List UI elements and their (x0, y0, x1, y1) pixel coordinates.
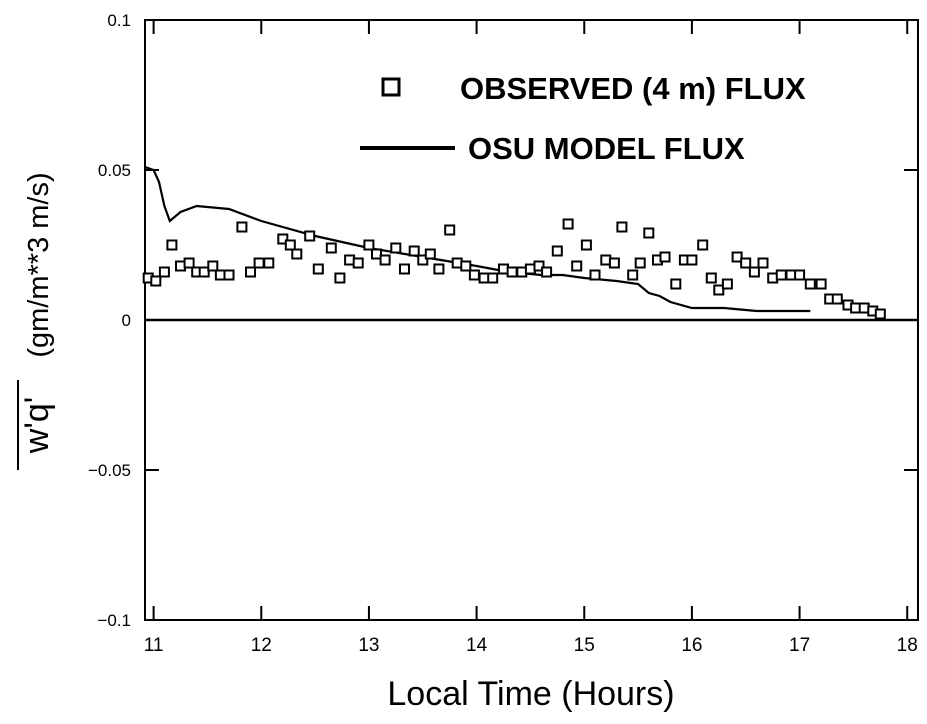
y-tick-label: −0.05 (88, 461, 131, 480)
observed-flux-point (444, 224, 456, 236)
x-tick-label: 15 (574, 635, 595, 656)
observed-flux-point (468, 269, 480, 281)
observed-flux-point (371, 248, 382, 260)
observed-flux-point (277, 233, 289, 245)
observed-flux-point (245, 266, 256, 278)
observed-flux-point (616, 221, 628, 233)
x-tick-label: 11 (144, 635, 164, 656)
observed-flux-point (697, 239, 709, 251)
observed-flux-point (721, 278, 733, 290)
observed-flux-point (460, 260, 472, 272)
observed-flux-point (198, 266, 210, 278)
y-tick-label: 0.1 (107, 11, 131, 30)
x-axis-title: Local Time (Hours) (387, 675, 674, 713)
observed-flux-point (731, 251, 743, 263)
legend-label-observed: OBSERVED (4 m) FLUX (460, 71, 806, 106)
observed-flux-point (571, 260, 583, 272)
observed-flux-point (686, 254, 698, 266)
y-tick-label: 0 (122, 311, 131, 330)
y-tick-label: −0.1 (97, 611, 131, 630)
x-tick-label: 12 (251, 635, 272, 656)
observed-flux-point (580, 239, 592, 251)
observed-flux-point (158, 266, 170, 278)
tick-labels: 11 12 13 14 15 16 17 18 0.1 0.05 0 −0.05 −0.1 (88, 11, 918, 656)
observed-flux-point (713, 284, 725, 296)
observed-flux-point (643, 227, 655, 239)
y-axis-title-symbol: w'q' (18, 397, 56, 454)
observed-flux-point (541, 266, 553, 278)
observed-flux-point (390, 242, 402, 254)
observed-flux-point (291, 248, 303, 260)
observed-flux-point (284, 239, 296, 251)
observed-flux-point (150, 275, 162, 287)
observed-flux-point (874, 308, 886, 320)
x-tick-label: 14 (466, 635, 488, 656)
observed-flux-point (408, 245, 420, 257)
legend-marker-observed (381, 77, 401, 97)
observed-flux-point (589, 269, 601, 281)
model-series (144, 165, 811, 313)
observed-flux-point (223, 269, 235, 281)
observed-flux-point (399, 263, 410, 275)
observed-flux-point (831, 293, 843, 305)
x-tick-label: 16 (681, 635, 702, 656)
observed-flux-point (363, 239, 375, 251)
y-tick-label: 0.05 (98, 161, 131, 180)
observed-flux-point (670, 278, 682, 290)
observed-flux-point (312, 263, 324, 275)
observed-flux-point (659, 251, 671, 263)
observed-flux-point (424, 248, 436, 260)
observed-flux-point (608, 257, 620, 269)
observed-flux-point (815, 278, 827, 290)
tick-marks (145, 19, 918, 621)
observed-flux-point (775, 269, 787, 281)
observed-flux-point (263, 257, 275, 269)
observed-flux-point (166, 239, 178, 251)
observed-flux-point (757, 257, 769, 269)
observed-flux-point (325, 242, 337, 254)
y-axis-title: w'q' (gm/m**3 m/s) (17, 172, 56, 470)
observed-flux-point (334, 272, 346, 284)
observed-flux-point (705, 272, 717, 284)
observed-flux-point (533, 260, 545, 272)
legend: OBSERVED (4 m) FLUX OSU MODEL FLUX (360, 71, 806, 166)
x-tick-label: 18 (897, 635, 918, 656)
model-flux-line (144, 165, 811, 313)
observed-flux-point (804, 278, 816, 290)
observed-flux-point (352, 257, 364, 269)
observed-flux-point (417, 254, 429, 266)
observed-flux-point (253, 257, 265, 269)
observed-flux-point (740, 257, 752, 269)
legend-label-model: OSU MODEL FLUX (468, 131, 745, 166)
observed-flux-point (794, 269, 806, 281)
observed-flux-point (506, 266, 518, 278)
observed-flux-point (562, 218, 574, 230)
observed-flux-point (627, 269, 639, 281)
observed-flux-point (379, 254, 391, 266)
observed-flux-point (634, 257, 646, 269)
observed-flux-point (304, 230, 316, 242)
observed-flux-point (433, 263, 445, 275)
observed-flux-point (748, 266, 760, 278)
observed-flux-point (551, 245, 563, 257)
observed-flux-point (236, 221, 248, 233)
observed-series (142, 218, 886, 320)
x-tick-label: 17 (789, 635, 810, 656)
observed-flux-point (183, 257, 195, 269)
observed-flux-point (487, 272, 499, 284)
y-axis-title-units: (gm/m**3 m/s) (23, 172, 55, 357)
observed-flux-point (207, 260, 219, 272)
x-tick-label: 13 (358, 635, 379, 656)
